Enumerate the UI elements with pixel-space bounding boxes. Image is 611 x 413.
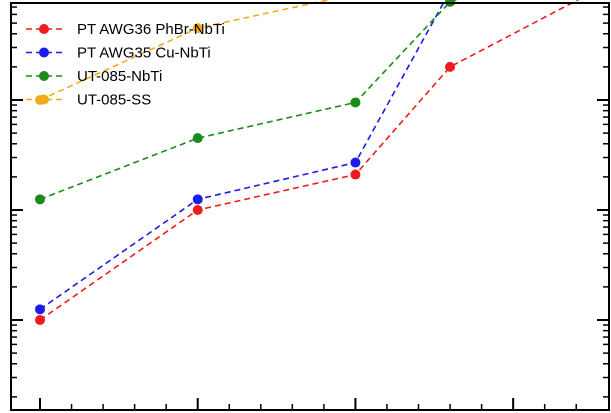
data-point [192,194,203,205]
series-layer [35,0,580,325]
legend-marker [39,94,49,105]
data-point [192,133,203,144]
data-point [192,23,203,34]
series-line [39,0,332,101]
legend-item: UT-085-NbTi [26,68,162,85]
data-point [350,97,361,108]
legend-label: UT-085-SS [77,92,151,109]
legend-marker [39,71,49,81]
legend-item: PT AWG36 PhBr-NbTi [26,21,225,38]
series-2 [35,0,446,315]
legend-label: UT-085-NbTi [77,68,162,85]
legend-item: UT-085-SS [26,92,151,109]
data-point [35,315,45,325]
data-point [350,157,361,168]
legend-label: PT AWG35 Cu-NbTi [77,45,211,62]
data-point [35,304,45,315]
series-1 [35,0,580,325]
plot-frame [10,2,610,411]
data-point [350,169,361,180]
data-point [192,205,203,215]
data-point [445,61,456,72]
legend-marker [39,47,49,58]
legend-item: PT AWG35 Cu-NbTi [26,45,211,62]
legend-label: PT AWG36 PhBr-NbTi [77,21,225,38]
legend: PT AWG36 PhBr-NbTi PT AWG35 Cu-NbTi UT-085… [26,21,225,109]
series-3 [35,0,458,205]
legend-marker [39,24,49,34]
data-point [35,194,45,205]
